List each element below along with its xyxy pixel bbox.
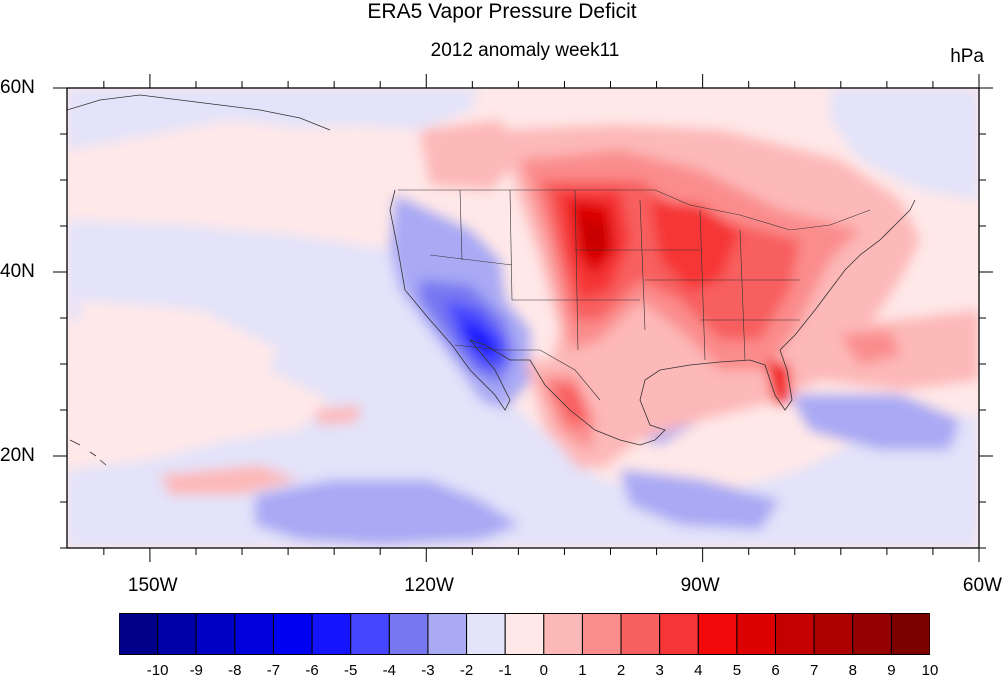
north-america-coast [389,189,916,446]
colorbar-label: -6 [305,662,319,679]
plot-area [67,88,979,548]
negative-band-central-pacific [67,220,979,548]
positive-canada-west [420,120,520,190]
hawaii [69,439,107,466]
baja-offshore-negative [350,490,440,535]
colorbar-label: 3 [655,662,664,679]
central-america-negative [620,470,780,530]
colorbar-label: 8 [848,662,857,679]
colorbar-box [157,613,197,655]
internal-borders [429,189,800,361]
pacific-positive-south [160,465,300,495]
colorbar-label: 0 [539,662,548,679]
us-canada-border [398,189,871,231]
us-mexico-border [454,344,601,401]
colorbar-box [697,613,738,655]
positive-plains-peak [580,220,605,252]
colorbar-box [234,613,274,655]
positive-mexico-core [550,385,590,425]
positive-great-lakes [650,200,740,290]
colorbar-label: 5 [732,662,742,679]
colorbar-label: 2 [616,662,626,679]
colorbar-box [736,613,777,655]
lon-tick-label: 90W [680,575,720,596]
lon-tick-label: 150W [127,575,178,596]
units-label: hPa [950,46,984,67]
colorbar-box [620,613,661,655]
colorbar-label: -3 [421,662,435,679]
alaska-coast [67,94,331,131]
positive-atlantic-core [840,330,900,365]
colorbar-box [466,613,506,655]
colorbar-label: 10 [921,662,939,679]
colorbar-label: -4 [382,662,396,679]
florida-positive [765,360,790,405]
colorbar-label: 9 [887,662,896,679]
colorbar-label: -7 [266,662,281,679]
colorbar-box [272,613,313,655]
negative-band-north [67,88,480,150]
colorbar-label: -1 [498,662,512,679]
lon-tick-label: 60W [962,575,1002,596]
negative-band-arctic [830,88,979,200]
lat-tick-label: 20N [0,445,35,466]
pacific-positive-patch [80,300,280,380]
colorbar-box [195,613,236,655]
colorbar-box [813,613,854,655]
colorbar-box [659,613,699,655]
axis-ticks [53,74,993,562]
colorbar-box [119,613,159,655]
coastlines [67,94,916,466]
colorbar-label: -2 [459,662,474,679]
pacific-positive-mid [315,405,360,425]
colorbar-box [581,613,622,655]
colorbar-box [775,613,815,655]
colorbar-label: -8 [228,662,242,679]
colorbar-label: 4 [694,662,703,679]
colorbar-box [388,613,429,655]
colorbar-box [543,613,583,655]
caribbean-negative [790,395,960,450]
colorbar-box [504,613,545,655]
colorbar-label: 1 [578,662,587,679]
colorbar-box [311,613,352,655]
colorbar-label: -5 [344,662,358,679]
colorbar-label: 7 [809,662,819,679]
colorbar-label: 6 [771,662,780,679]
state-borders [398,189,871,401]
colorbar-box [427,613,468,655]
colorbar-box [350,613,390,655]
lon-tick-label: 120W [404,575,454,596]
colorbar [119,613,930,655]
chart-title: ERA5 Vapor Pressure Deficit [367,0,637,23]
colorbar-label: -9 [189,662,203,679]
colorbar-label: -10 [146,662,169,679]
colorbar-box [890,613,930,655]
lat-tick-label: 60N [0,77,35,98]
colorbar-box [852,613,892,655]
chart-subtitle: 2012 anomaly week11 [430,40,620,61]
lat-tick-label: 40N [0,261,35,282]
